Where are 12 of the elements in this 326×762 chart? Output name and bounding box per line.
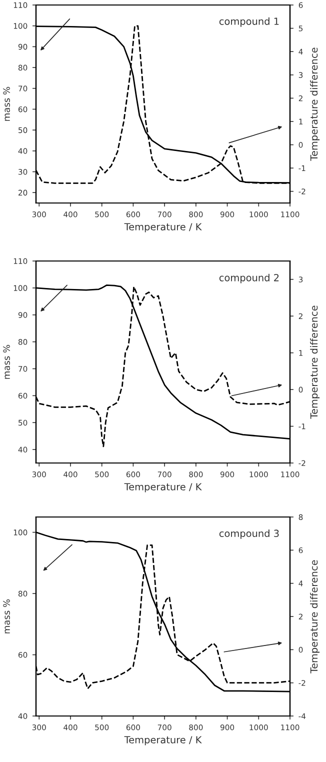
- annotation: compound 1: [219, 17, 279, 27]
- y-axis-title: mass %: [3, 344, 10, 379]
- y-axis-title: mass %: [3, 599, 10, 634]
- x-axis-title: Temperature / K: [124, 483, 202, 492]
- y2-axis-title: Temperature difference: [310, 306, 320, 419]
- y2-axis-title: Temperature difference: [310, 48, 320, 161]
- y-axis-title: mass %: [3, 86, 10, 121]
- annotation: compound 3: [219, 530, 279, 539]
- y2-axis-title: Temperature difference: [310, 560, 320, 674]
- x-axis-title: Temperature / K: [124, 736, 202, 746]
- annotation: compound 2: [219, 274, 279, 284]
- x-axis-title: Temperature / K: [124, 223, 202, 232]
